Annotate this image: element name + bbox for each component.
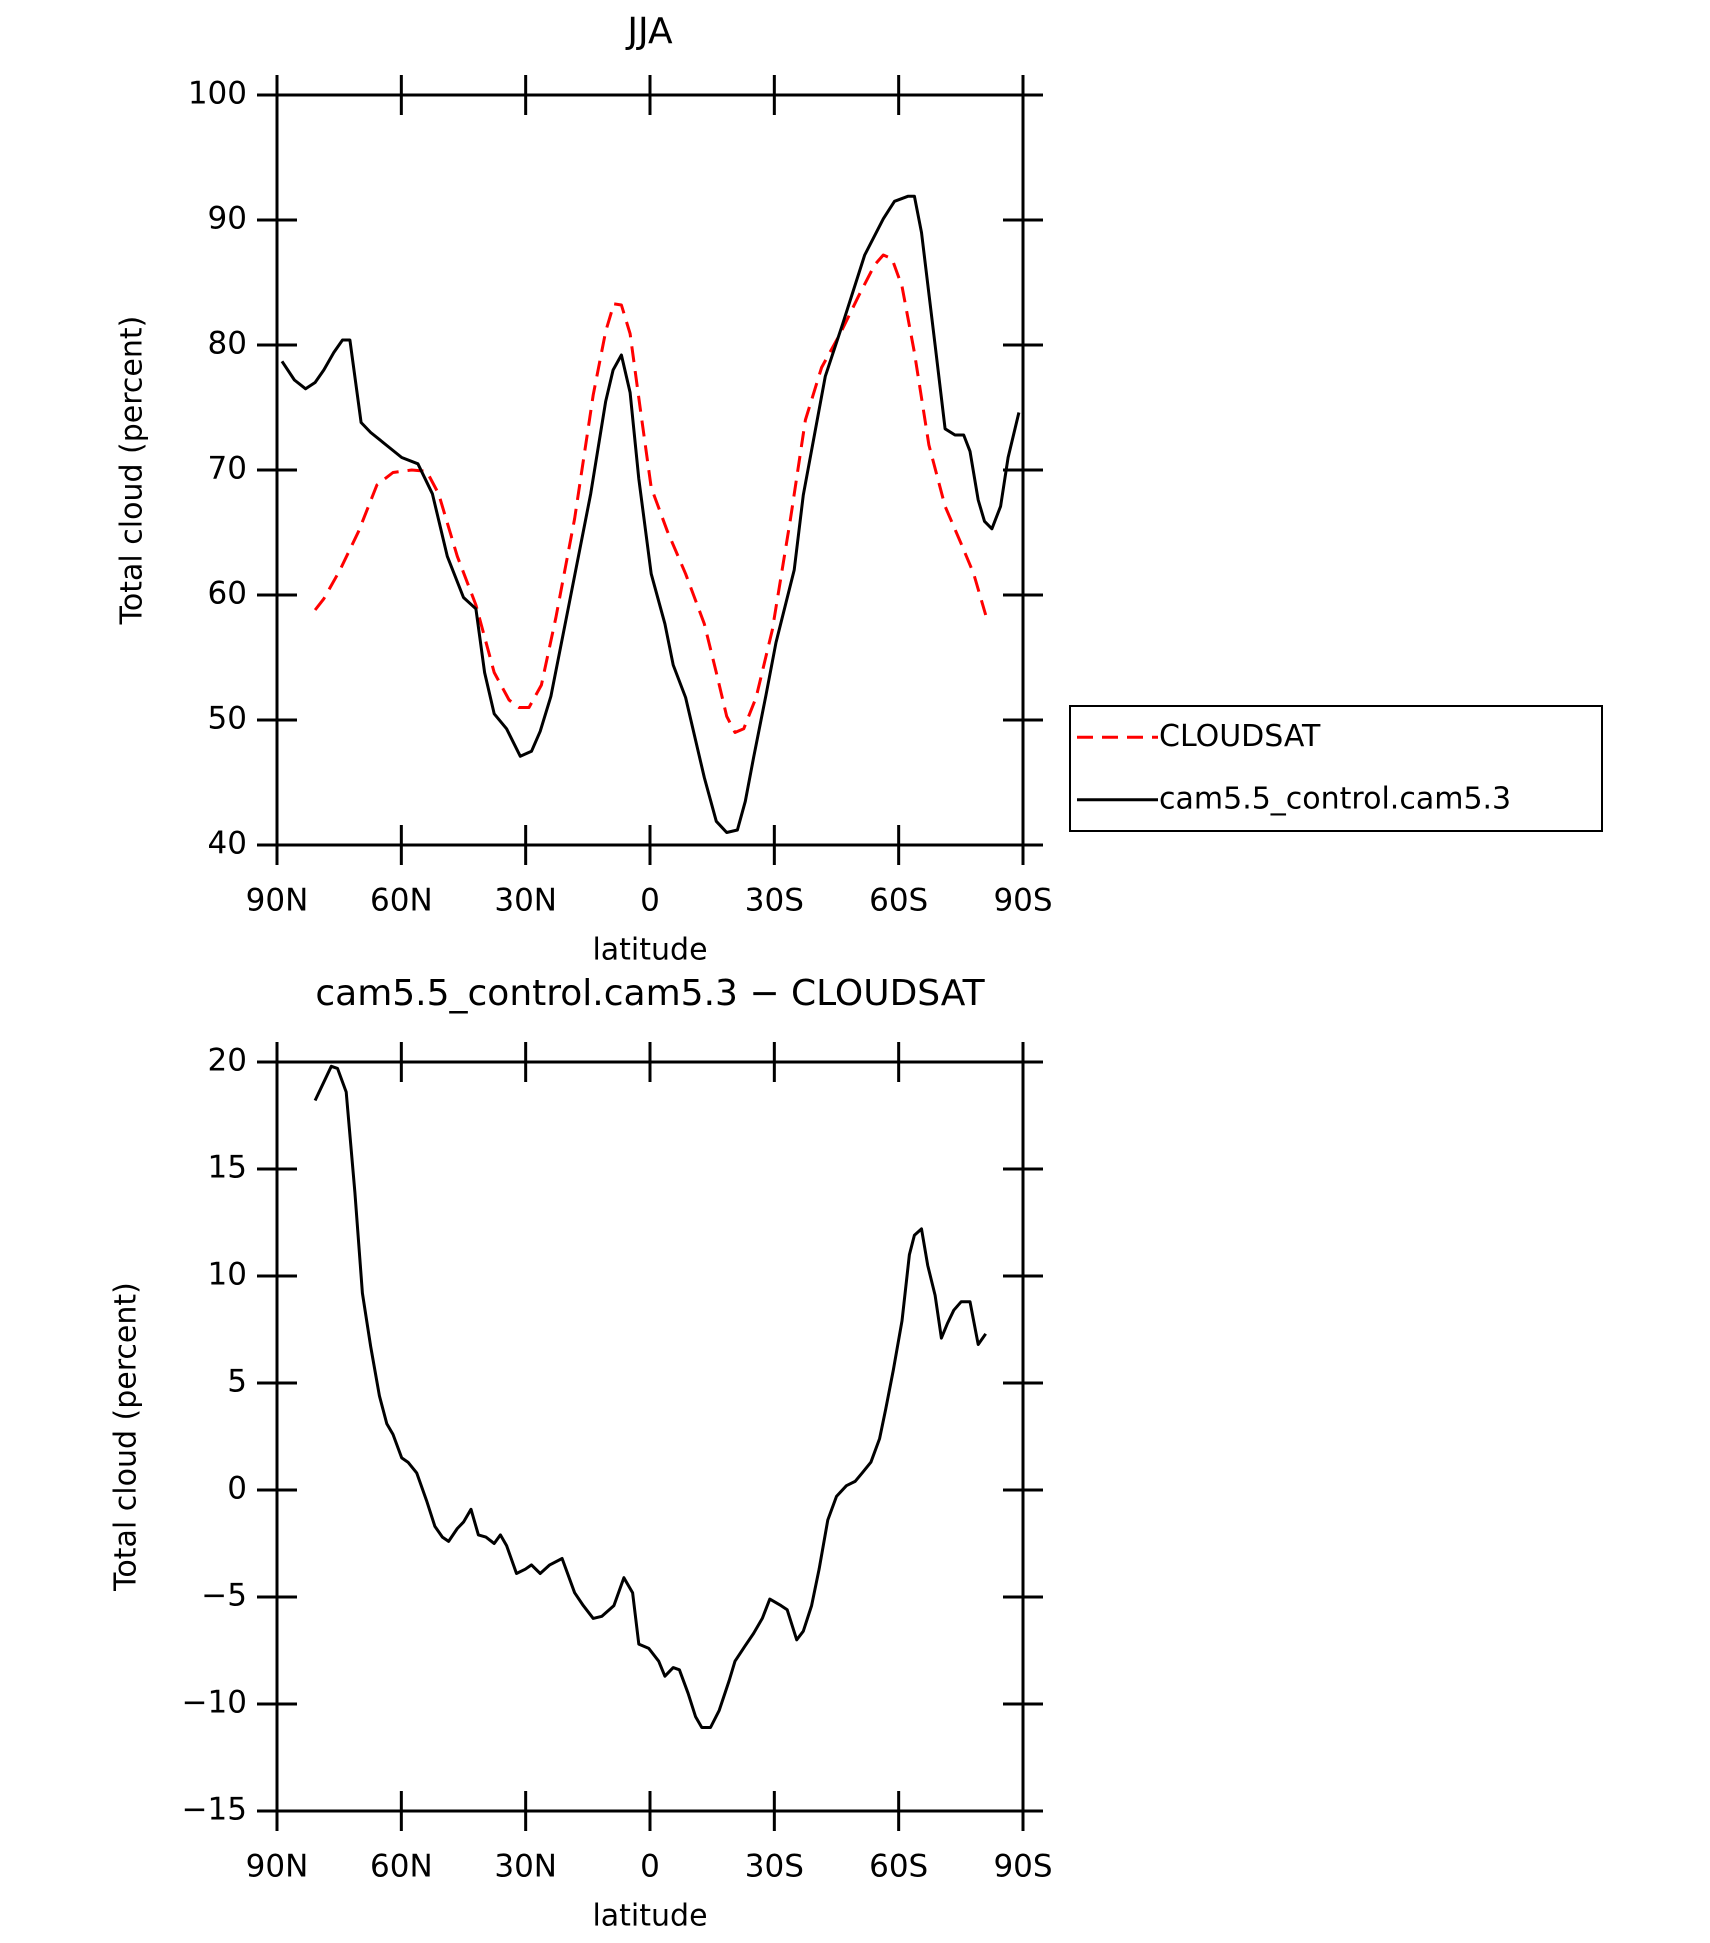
x-tick-label: 0 [640, 1849, 660, 1885]
y-tick-label: 15 [208, 1150, 247, 1186]
y-tick-label: 20 [208, 1043, 247, 1079]
y-tick-label: 50 [208, 701, 247, 737]
y-axis-label: Total cloud (percent) [109, 1282, 144, 1592]
x-axis-label: latitude [592, 1899, 707, 1934]
y-tick-label: 90 [208, 201, 247, 237]
x-tick-label: 90S [993, 1849, 1052, 1885]
data-line [313, 1064, 987, 1729]
legend-label: cam5.5_control.cam5.3 [1159, 781, 1511, 816]
x-tick-label: 60S [869, 883, 928, 919]
x-tick-label: 60N [370, 883, 433, 919]
y-tick-label: 10 [208, 1257, 247, 1293]
legend-label: CLOUDSAT [1159, 719, 1321, 754]
x-tick-label: 90N [246, 883, 309, 919]
y-tick-label: 5 [227, 1364, 247, 1400]
y-axis-label: Total cloud (percent) [115, 316, 150, 626]
legend-box [1069, 705, 1603, 832]
x-tick-label: 60S [869, 1849, 928, 1885]
y-tick-label: −10 [182, 1685, 247, 1721]
y-tick-label: 70 [208, 451, 247, 487]
x-tick-label: 60N [370, 1849, 433, 1885]
x-tick-label: 30S [745, 883, 804, 919]
x-tick-label: 30N [494, 883, 557, 919]
y-tick-label: 80 [208, 326, 247, 362]
x-axis-label: latitude [592, 933, 707, 968]
y-tick-label: 40 [208, 826, 247, 862]
x-tick-label: 90S [993, 883, 1052, 919]
y-tick-label: 100 [188, 76, 247, 112]
chart-title: JJA [625, 11, 673, 52]
y-tick-label: −5 [201, 1578, 247, 1614]
y-tick-label: 60 [208, 576, 247, 612]
y-tick-label: −15 [182, 1792, 247, 1828]
x-tick-label: 30N [494, 1849, 557, 1885]
chart-title: cam5.5_control.cam5.3 − CLOUDSAT [315, 973, 985, 1014]
data-line [280, 194, 1021, 834]
x-tick-label: 30S [745, 1849, 804, 1885]
x-tick-label: 90N [246, 1849, 309, 1885]
data-line [313, 253, 988, 734]
x-tick-label: 0 [640, 883, 660, 919]
y-tick-label: 0 [227, 1471, 247, 1507]
plot-frame [275, 1060, 1025, 1813]
